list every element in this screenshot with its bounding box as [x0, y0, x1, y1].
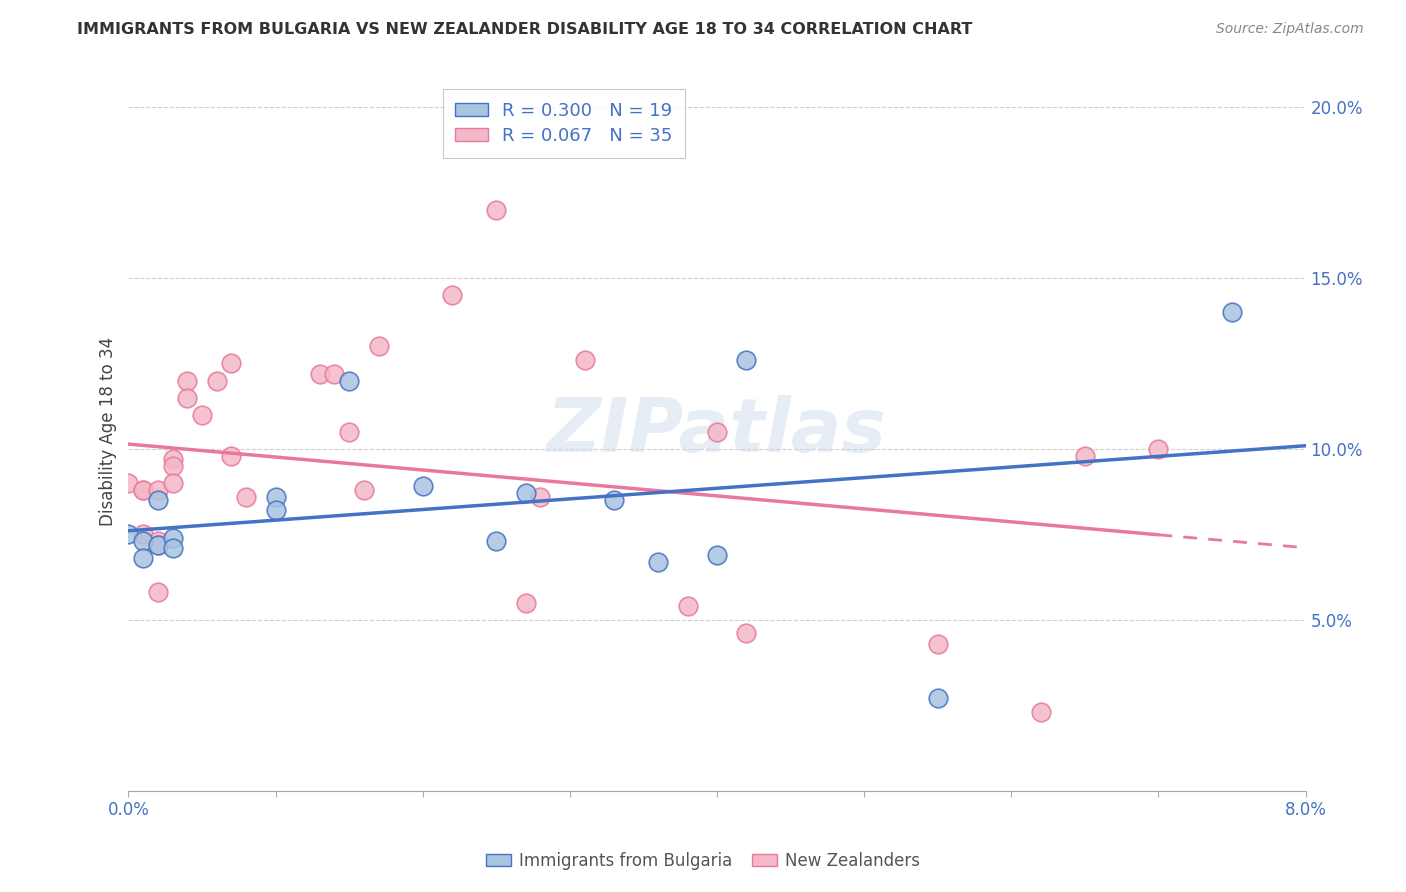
- Y-axis label: Disability Age 18 to 34: Disability Age 18 to 34: [100, 337, 117, 526]
- Point: [162, 458, 184, 473]
- Point: [205, 374, 228, 388]
- Point: [706, 425, 728, 439]
- Point: [1074, 449, 1097, 463]
- Point: [176, 391, 198, 405]
- Point: [308, 367, 330, 381]
- Point: [176, 374, 198, 388]
- Point: [353, 483, 375, 497]
- Point: [485, 534, 508, 549]
- Point: [603, 493, 626, 508]
- Point: [574, 353, 596, 368]
- Point: [1029, 705, 1052, 719]
- Point: [529, 490, 551, 504]
- Point: [927, 637, 949, 651]
- Point: [323, 367, 346, 381]
- Point: [117, 476, 139, 491]
- Point: [735, 353, 758, 368]
- Point: [146, 534, 169, 549]
- Point: [264, 503, 287, 517]
- Point: [132, 527, 155, 541]
- Point: [647, 555, 669, 569]
- Point: [146, 493, 169, 508]
- Point: [706, 548, 728, 562]
- Legend: Immigrants from Bulgaria, New Zealanders: Immigrants from Bulgaria, New Zealanders: [479, 846, 927, 877]
- Point: [367, 339, 389, 353]
- Point: [162, 476, 184, 491]
- Point: [1220, 305, 1243, 319]
- Point: [515, 596, 537, 610]
- Point: [132, 483, 155, 497]
- Text: Source: ZipAtlas.com: Source: ZipAtlas.com: [1216, 22, 1364, 37]
- Point: [146, 483, 169, 497]
- Point: [132, 551, 155, 566]
- Point: [146, 537, 169, 551]
- Point: [1147, 442, 1170, 456]
- Point: [441, 288, 464, 302]
- Point: [485, 202, 508, 217]
- Point: [162, 531, 184, 545]
- Point: [221, 356, 243, 370]
- Point: [264, 490, 287, 504]
- Point: [221, 449, 243, 463]
- Point: [146, 537, 169, 551]
- Point: [146, 585, 169, 599]
- Point: [735, 626, 758, 640]
- Text: IMMIGRANTS FROM BULGARIA VS NEW ZEALANDER DISABILITY AGE 18 TO 34 CORRELATION CH: IMMIGRANTS FROM BULGARIA VS NEW ZEALANDE…: [77, 22, 973, 37]
- Point: [191, 408, 214, 422]
- Point: [337, 425, 360, 439]
- Point: [132, 534, 155, 549]
- Point: [162, 541, 184, 555]
- Point: [676, 599, 699, 613]
- Point: [117, 527, 139, 541]
- Point: [162, 452, 184, 467]
- Point: [412, 479, 434, 493]
- Legend: R = 0.300   N = 19, R = 0.067   N = 35: R = 0.300 N = 19, R = 0.067 N = 35: [443, 89, 685, 158]
- Point: [337, 374, 360, 388]
- Point: [927, 691, 949, 706]
- Text: ZIPatlas: ZIPatlas: [547, 395, 887, 468]
- Point: [235, 490, 257, 504]
- Point: [515, 486, 537, 500]
- Point: [132, 483, 155, 497]
